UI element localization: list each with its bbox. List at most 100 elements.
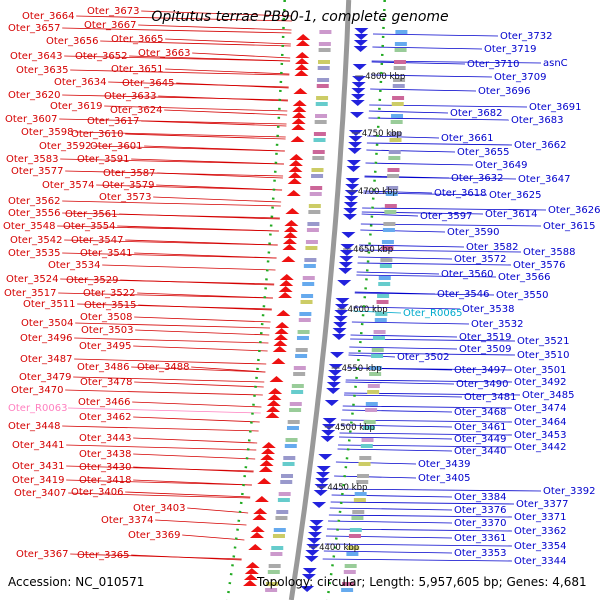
gene-label-right: Oter_3497 [454, 365, 507, 376]
gene-label-right: Oter_3710 [467, 59, 520, 70]
cog-box [305, 246, 318, 250]
cog-box [280, 480, 293, 484]
reverse-gene [344, 196, 359, 202]
reverse-gene [338, 262, 353, 268]
gene-label-left: Oter_3562 [8, 196, 61, 207]
cog-box [379, 264, 392, 268]
reverse-gene [318, 454, 333, 460]
forward-gene [283, 232, 298, 238]
cog-box [391, 102, 404, 106]
gene-label-right: Oter_3732 [500, 31, 553, 42]
right-label-connector [366, 149, 456, 153]
left-label-connector [131, 158, 284, 165]
gene-label-left: Oter_3369 [128, 530, 181, 541]
right-label-connector [350, 334, 458, 338]
reverse-gene [346, 166, 361, 172]
forward-gene [243, 574, 258, 580]
forward-gene [259, 460, 274, 466]
cog-box [303, 264, 316, 268]
forward-gene [261, 448, 276, 454]
topology-summary: Topology: circular; Length: 5,957,605 bp… [257, 575, 587, 589]
reverse-gene [352, 76, 367, 82]
gene-label-right: Oter_3614 [485, 209, 538, 220]
cog-box [360, 444, 373, 448]
gene-label-left: Oter_3577 [11, 166, 64, 177]
left-label-connector [155, 519, 247, 526]
gene-label-left: Oter_3524 [6, 274, 59, 285]
gene-label-left: Oter_3508 [80, 312, 133, 323]
forward-gene [295, 40, 310, 46]
forward-gene [269, 376, 284, 382]
reverse-gene [322, 418, 337, 424]
gene-label-left: Oter_3462 [79, 412, 132, 423]
cog-box [317, 78, 330, 82]
cog-box [318, 48, 331, 52]
cog-box [301, 294, 314, 298]
gene-label-right: Oter_3464 [514, 417, 567, 428]
cog-box [281, 474, 294, 478]
gene-label-left: Oter_3673 [87, 6, 140, 17]
left-label-connector [125, 491, 251, 498]
gene-label-right: Oter_3362 [514, 526, 567, 537]
cog-box [313, 138, 326, 142]
cog-box [313, 132, 326, 136]
gene-label-right: Oter_3662 [514, 140, 567, 151]
cog-box [392, 84, 405, 88]
cog-box [369, 366, 382, 370]
left-label-connector [133, 479, 252, 486]
cog-box [308, 210, 321, 214]
forward-gene [292, 106, 307, 112]
reverse-gene [351, 88, 366, 94]
left-label-connector [58, 292, 273, 299]
gene-label-right: Oter_3449 [454, 434, 507, 445]
gene-label-left: Oter_3651 [111, 64, 164, 75]
gene-label-left: Oter_3652 [75, 51, 128, 62]
forward-gene [278, 292, 293, 298]
left-label-connector [70, 69, 290, 76]
forward-gene [273, 334, 288, 340]
cog-box [386, 186, 399, 190]
gene-label-right: Oter_3492 [514, 377, 567, 388]
reverse-gene [337, 280, 352, 286]
gene-label-left: Oter_3466 [78, 397, 131, 408]
gene-label-left: Oter_3573 [99, 192, 152, 203]
cog-box [367, 384, 380, 388]
cog-box [285, 438, 298, 442]
right-label-connector [340, 424, 453, 428]
cog-box [276, 510, 289, 514]
right-label-connector [345, 379, 513, 383]
gene-label-left: Oter_3430 [79, 462, 132, 473]
reverse-gene [316, 472, 331, 478]
left-label-connector [134, 381, 264, 388]
tick-label: 4800 kbp [365, 72, 405, 82]
cog-box [297, 330, 310, 334]
forward-gene [260, 454, 275, 460]
reverse-gene [320, 436, 335, 442]
gene-label-right: Oter_3392 [543, 486, 596, 497]
right-label-connector [358, 249, 522, 253]
cog-box [388, 156, 401, 160]
left-label-connector [165, 68, 290, 75]
cog-box [295, 354, 308, 358]
left-label-connector [125, 133, 286, 140]
forward-gene [290, 136, 305, 142]
gene-label-right: Oter_3485 [522, 390, 575, 401]
cog-box [387, 174, 400, 178]
cog-box [373, 330, 386, 334]
reverse-gene [345, 184, 360, 190]
left-label-connector [76, 15, 292, 22]
gene-label-left: Oter_3548 [3, 221, 56, 232]
left-label-connector [158, 95, 288, 102]
left-label-connector [62, 252, 277, 259]
gc-dotted-track-outer [226, 0, 286, 600]
cog-box [304, 258, 317, 262]
forward-gene [295, 58, 309, 64]
left-label-connector [131, 554, 242, 561]
cog-box [315, 114, 328, 118]
reverse-gene [315, 478, 330, 484]
gene-label-left: Oter_3407 [14, 488, 67, 499]
gene-label-right: Oter_3461 [454, 422, 507, 433]
cog-box [302, 282, 315, 286]
cog-box [296, 336, 309, 340]
